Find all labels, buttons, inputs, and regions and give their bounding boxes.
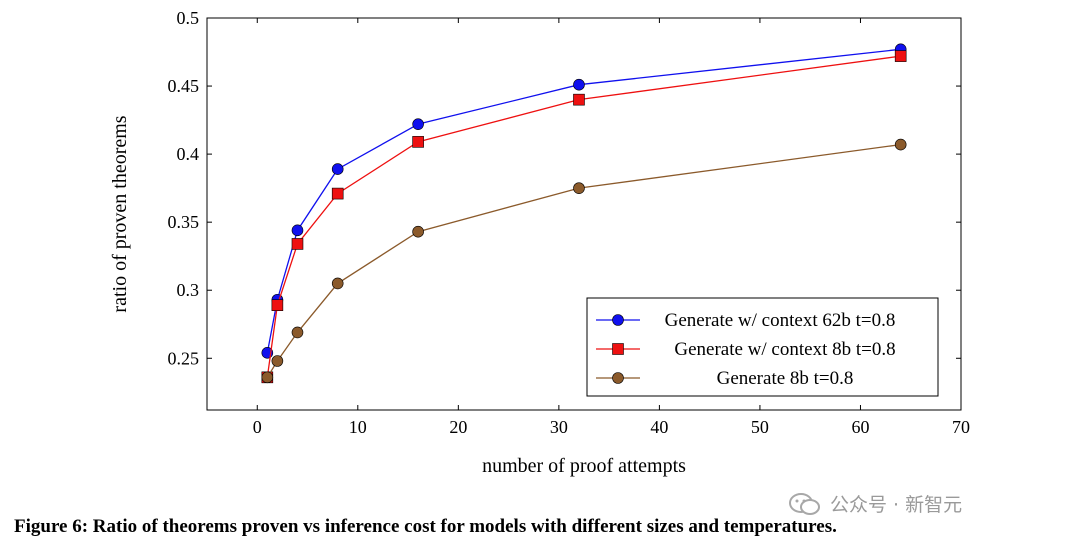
legend-marker xyxy=(612,372,624,384)
legend-label: Generate w/ context 8b t=0.8 xyxy=(674,339,895,360)
legend-marker xyxy=(612,314,624,326)
y-tick-label: 0.25 xyxy=(168,348,200,368)
data-point xyxy=(331,277,344,290)
data-point xyxy=(573,78,585,91)
x-tick-label: 70 xyxy=(952,417,970,437)
legend-entry: Generate 8b t=0.8 xyxy=(596,368,853,389)
data-point xyxy=(573,182,585,194)
x-axis-label: number of proof attempts xyxy=(482,455,686,477)
x-tick-label: 40 xyxy=(650,417,668,437)
legend-entry: Generate w/ context 62b t=0.8 xyxy=(596,310,895,331)
data-point xyxy=(412,136,424,148)
data-point xyxy=(291,224,304,237)
x-tick-label: 0 xyxy=(253,417,262,437)
x-tick-label: 10 xyxy=(349,417,367,437)
data-point xyxy=(894,138,907,151)
x-tick-label: 30 xyxy=(550,417,568,437)
legend-box xyxy=(586,297,939,397)
legend-label: Generate 8b t=0.8 xyxy=(717,368,854,389)
data-point xyxy=(261,371,274,384)
x-tick-label: 20 xyxy=(449,417,467,437)
legend: Generate w/ context 62b t=0.8 Generate w/… xyxy=(586,297,939,397)
data-point xyxy=(291,326,304,339)
wechat-icon xyxy=(789,492,820,515)
data-point xyxy=(291,238,304,250)
legend-entry: Generate w/ context 8b t=0.8 xyxy=(596,339,896,360)
data-point xyxy=(331,163,344,175)
data-point xyxy=(894,50,907,62)
y-axis-label: ratio of proven theorems xyxy=(109,115,131,312)
y-tick-label: 0.3 xyxy=(177,280,200,300)
y-tick-label: 0.4 xyxy=(177,144,200,164)
series-3 xyxy=(261,138,907,384)
watermark: 公众号 · 新智元 xyxy=(788,490,962,517)
x-tick-label: 60 xyxy=(851,417,869,437)
line-chart: 0 10 20 30 40 50 60 70 0.25 0.3 0.35 0.4 0.45 0.5 num… xyxy=(109,8,970,477)
data-point xyxy=(412,118,424,130)
y-tick-label: 0.35 xyxy=(168,212,200,232)
y-tick-label: 0.45 xyxy=(168,76,200,96)
data-point xyxy=(271,299,284,311)
legend-marker xyxy=(612,343,624,355)
figure-caption: Figure 6: Ratio of theorems proven vs in… xyxy=(14,516,837,537)
data-point xyxy=(573,93,585,106)
data-point xyxy=(271,355,284,367)
plot-frame xyxy=(206,17,962,411)
legend-label: Generate w/ context 62b t=0.8 xyxy=(665,310,896,331)
data-point xyxy=(412,225,424,238)
y-tick-label: 0.5 xyxy=(177,8,200,28)
x-tick-label: 50 xyxy=(751,417,769,437)
data-point xyxy=(331,187,344,200)
watermark-text: 公众号 · 新智元 xyxy=(830,494,963,516)
